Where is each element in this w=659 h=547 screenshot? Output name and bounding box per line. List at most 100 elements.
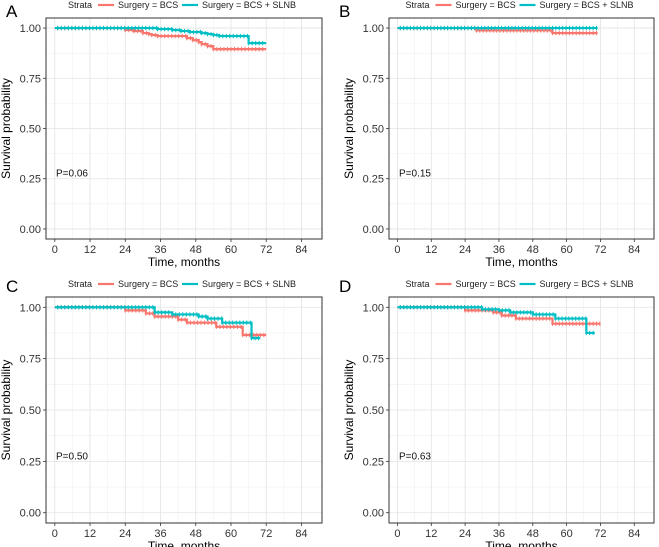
legend: Strata Surgery = BCS Surgery = BCS + SLNB — [68, 0, 296, 10]
x-tick-label: 84 — [295, 244, 307, 256]
x-tick-label: 0 — [394, 244, 400, 256]
y-tick-label: 0.50 — [20, 124, 41, 136]
x-tick-label: 84 — [628, 528, 640, 540]
plot-border — [45, 296, 323, 524]
x-axis-title: Time, months — [148, 539, 220, 547]
x-tick-label: 12 — [425, 528, 437, 540]
y-tick-label: 1.00 — [363, 302, 384, 314]
x-tick-label: 12 — [84, 244, 96, 256]
y-axis-title: Survival probability — [0, 78, 13, 179]
y-tick-label: 1.00 — [363, 23, 384, 35]
legend: Strata Surgery = BCS Surgery = BCS + SLNB — [406, 0, 634, 10]
y-axis-title: Survival probability — [342, 78, 356, 179]
legend-label: Surgery = BCS + SLNB — [202, 279, 296, 289]
panel-c: C Strata Surgery = BCS Surgery = BCS + SLNB… — [0, 277, 323, 547]
censor-marks — [399, 25, 597, 31]
x-tick-label: 36 — [154, 244, 166, 256]
x-tick-label: 60 — [560, 244, 572, 256]
y-tick-label: 1.00 — [20, 302, 41, 314]
x-tick-label: 84 — [628, 244, 640, 256]
panel-letter: D — [339, 277, 351, 296]
y-tick-label: 0.25 — [20, 174, 41, 186]
censor-marks — [399, 305, 594, 336]
y-tick-label: 0.25 — [363, 456, 384, 468]
x-tick-label: 24 — [459, 528, 471, 540]
panel-letter: B — [339, 2, 350, 21]
legend-title: Strata — [68, 279, 92, 289]
x-tick-label: 12 — [425, 244, 437, 256]
x-tick-label: 72 — [260, 528, 272, 540]
x-tick-label: 24 — [459, 244, 471, 256]
series-line-bcs-slnb — [397, 306, 595, 335]
legend-label: Surgery = BCS + SLNB — [540, 279, 634, 289]
y-tick-label: 0.00 — [363, 508, 384, 520]
legend-title: Strata — [406, 0, 430, 10]
x-tick-label: 84 — [295, 528, 307, 540]
y-tick-label: 0.25 — [20, 456, 41, 468]
x-tick-label: 60 — [225, 528, 237, 540]
legend-label: Surgery = BCS — [456, 0, 516, 10]
legend-title: Strata — [68, 0, 92, 10]
y-tick-label: 0.25 — [363, 174, 384, 186]
panel-d: D Strata Surgery = BCS Surgery = BCS + SLNB… — [339, 277, 655, 547]
x-tick-label: 48 — [527, 244, 539, 256]
legend-label: Surgery = BCS — [118, 0, 178, 10]
x-tick-label: 36 — [493, 528, 505, 540]
x-tick-label: 24 — [119, 528, 131, 540]
panel-letter: A — [6, 2, 18, 21]
x-tick-label: 72 — [594, 244, 606, 256]
x-tick-label: 48 — [527, 528, 539, 540]
series-line-bcs — [54, 26, 267, 51]
x-tick-label: 24 — [119, 244, 131, 256]
p-value: P=0.63 — [399, 451, 431, 462]
p-value: P=0.15 — [399, 169, 431, 180]
x-tick-label: 0 — [52, 244, 58, 256]
y-axis-title: Survival probability — [0, 360, 13, 461]
x-axis-title: Time, months — [148, 255, 220, 269]
x-tick-label: 48 — [190, 528, 202, 540]
panel-a: A Strata Surgery = BCS Surgery = BCS + SLNB… — [0, 0, 323, 269]
y-axis-title: Survival probability — [342, 360, 356, 461]
legend-label: Surgery = BCS — [456, 279, 516, 289]
legend-label: Surgery = BCS + SLNB — [540, 0, 634, 10]
y-tick-label: 0.75 — [363, 73, 384, 85]
x-axis-title: Time, months — [485, 539, 557, 547]
x-axis-title: Time, months — [485, 255, 557, 269]
legend: Strata Surgery = BCS Surgery = BCS + SLNB — [406, 279, 634, 289]
legend: Strata Surgery = BCS Surgery = BCS + SLNB — [68, 279, 296, 289]
y-tick-label: 0.00 — [20, 224, 41, 236]
x-tick-label: 0 — [394, 528, 400, 540]
y-tick-label: 1.00 — [20, 23, 41, 35]
legend-label: Surgery = BCS — [118, 279, 178, 289]
y-tick-label: 0.50 — [363, 405, 384, 417]
x-tick-label: 36 — [154, 528, 166, 540]
panel-b: B Strata Surgery = BCS Surgery = BCS + SLNB… — [339, 0, 655, 269]
p-value: P=0.50 — [56, 451, 88, 462]
x-tick-label: 60 — [225, 244, 237, 256]
x-tick-label: 48 — [190, 244, 202, 256]
gridlines — [46, 18, 322, 239]
legend-title: Strata — [406, 279, 430, 289]
x-tick-label: 0 — [52, 528, 58, 540]
y-tick-label: 0.75 — [20, 354, 41, 366]
x-tick-label: 36 — [493, 244, 505, 256]
censor-marks — [57, 25, 264, 46]
legend-label: Surgery = BCS + SLNB — [202, 0, 296, 10]
x-tick-label: 12 — [84, 528, 96, 540]
plot-border — [45, 17, 323, 240]
gridlines — [389, 297, 654, 523]
y-tick-label: 0.75 — [363, 354, 384, 366]
panel-letter: C — [6, 277, 18, 296]
y-tick-label: 0.75 — [20, 73, 41, 85]
p-value: P=0.06 — [56, 169, 88, 180]
y-tick-label: 0.00 — [20, 508, 41, 520]
y-tick-label: 0.00 — [363, 224, 384, 236]
plot-border — [388, 17, 655, 240]
x-tick-label: 60 — [560, 528, 572, 540]
y-tick-label: 0.50 — [363, 124, 384, 136]
censor-marks — [57, 305, 260, 341]
y-tick-label: 0.50 — [20, 405, 41, 417]
x-tick-label: 72 — [594, 528, 606, 540]
plot-border — [388, 296, 655, 524]
